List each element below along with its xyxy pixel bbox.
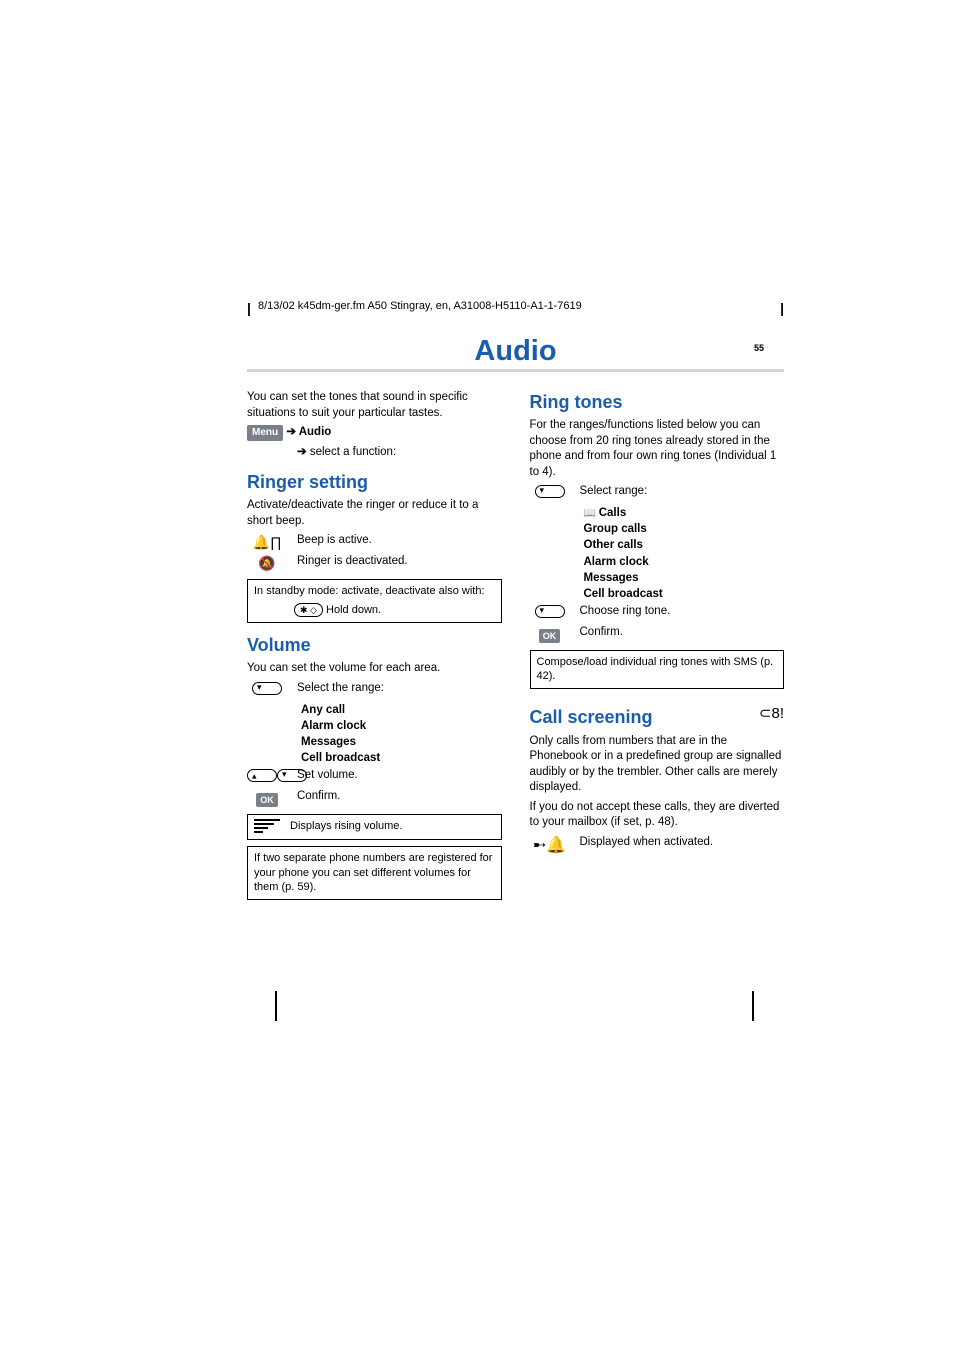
range-item: Other calls (584, 537, 785, 553)
set-volume-row: Set volume. (247, 768, 502, 787)
callscreen-desc2: If you do not accept these calls, they a… (530, 800, 785, 831)
rising-volume-box: Displays rising volume. (247, 814, 502, 840)
two-numbers-box: If two separate phone numbers are regist… (247, 846, 502, 901)
header-meta: 8/13/02 k45dm-ger.fm A50 Stingray, en, A… (258, 300, 582, 312)
menu-pill: Menu (247, 425, 283, 441)
ringer-deact-row: 🔕 Ringer is deactivated. (247, 554, 502, 573)
callscreen-desc: Only calls from numbers that are in the … (530, 734, 785, 796)
ok-button-icon: OK (247, 789, 287, 808)
scroll-key-icon (530, 484, 570, 503)
volume-confirm-row: OK Confirm. (247, 789, 502, 808)
ringtones-confirm-row: OK Confirm. (530, 625, 785, 644)
page-number: 55 (754, 343, 764, 353)
volume-select-range-row: Select the range: (247, 681, 502, 700)
ringtones-select-range-row: Select range: (530, 484, 785, 503)
scroll-key-icon (247, 681, 287, 700)
intro-text: You can set the tones that sound in spec… (247, 390, 502, 421)
choose-ringtone-label: Choose ring tone. (580, 604, 785, 620)
volume-desc: You can set the volume for each area. (247, 661, 502, 677)
volume-select-range-label: Select the range: (297, 681, 502, 697)
range-item: Alarm clock (301, 718, 502, 734)
volume-confirm-label: Confirm. (297, 789, 502, 805)
menu-row: Menu ➔ Audio (247, 425, 502, 441)
ringtones-ranges: 📖 Calls Group calls Other calls Alarm cl… (584, 505, 785, 602)
rising-volume-icon (254, 819, 280, 835)
range-item: Cell broadcast (584, 586, 785, 602)
range-item: Cell broadcast (301, 750, 502, 766)
crop-mark-tl: | (247, 300, 251, 316)
right-column: Ring tones For the ranges/functions list… (530, 390, 785, 906)
select-function-label: select a function: (310, 446, 396, 458)
ringer-off-icon: 🔕 (247, 554, 287, 573)
crop-mark-bl (245, 991, 277, 1021)
call-screening-heading: Call screening (530, 705, 653, 729)
beep-active-label: Beep is active. (297, 533, 502, 549)
activated-label: Displayed when activated. (580, 835, 785, 851)
range-item: Messages (301, 734, 502, 750)
sim-icon: ⊂8! (759, 704, 784, 724)
range-item: Messages (584, 570, 785, 586)
menu-select-row: ➔ select a function: (297, 445, 502, 461)
ringtones-select-range-label: Select range: (580, 484, 785, 500)
hold-down-label: Hold down. (326, 604, 381, 616)
page-title: Audio (474, 335, 556, 367)
menu-audio-label: Audio (299, 426, 332, 438)
book-icon: 📖 (584, 508, 599, 519)
activated-row: ➸🔔 Displayed when activated. (530, 835, 785, 857)
ringer-deact-label: Ringer is deactivated. (297, 554, 502, 570)
choose-ringtone-row: Choose ring tone. (530, 604, 785, 623)
compose-sms-box: Compose/load individual ring tones with … (530, 650, 785, 690)
call-screening-heading-row: Call screening ⊂8! (530, 695, 785, 733)
crop-mark-tr: | (780, 300, 784, 316)
beep-icon: 🔔∏ (247, 533, 287, 552)
rising-volume-label: Displays rising volume. (290, 819, 402, 834)
ringer-desc: Activate/deactivate the ringer or reduce… (247, 498, 502, 529)
ring-tones-heading: Ring tones (530, 390, 785, 414)
volume-ranges: Any call Alarm clock Messages Cell broad… (301, 702, 502, 766)
crop-mark-br (752, 991, 784, 1021)
range-item-calls: 📖 Calls (584, 505, 785, 521)
arrow-icon: ➔ (297, 446, 310, 458)
ringtones-confirm-label: Confirm. (580, 625, 785, 641)
scroll-key-icon (530, 604, 570, 623)
call-screening-icon: ➸🔔 (530, 835, 570, 857)
ringtones-desc: For the ranges/functions listed below yo… (530, 418, 785, 480)
ringer-setting-heading: Ringer setting (247, 470, 502, 494)
standby-box: In standby mode: activate, deactivate al… (247, 579, 502, 623)
range-item: Alarm clock (584, 554, 785, 570)
left-column: You can set the tones that sound in spec… (247, 390, 502, 906)
ok-button-icon: OK (530, 625, 570, 644)
volume-heading: Volume (247, 633, 502, 657)
range-item: Group calls (584, 521, 785, 537)
arrow-icon: ➔ (286, 426, 298, 438)
dual-scroll-key-icon (247, 768, 287, 787)
title-underline (247, 369, 784, 372)
set-volume-label: Set volume. (297, 768, 502, 784)
range-item: Any call (301, 702, 502, 718)
beep-active-row: 🔔∏ Beep is active. (247, 533, 502, 552)
hold-key-icon: ✱ ◇ (294, 603, 323, 617)
standby-box-text: In standby mode: activate, deactivate al… (254, 584, 495, 599)
